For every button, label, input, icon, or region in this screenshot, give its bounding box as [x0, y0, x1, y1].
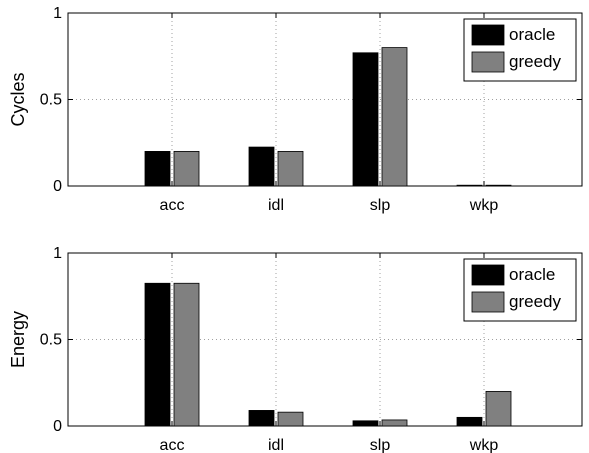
- bar-oracle-idl: [248, 410, 275, 427]
- legend-swatch-greedy: [471, 51, 505, 73]
- chart-panel-1: 0 0.5 1 acc idl slp wkp Cycles oracle greedy: [8, 5, 583, 214]
- legend-swatch-greedy: [471, 291, 505, 313]
- bar-greedy-acc: [173, 150, 200, 187]
- bar-greedy-acc: [173, 282, 200, 427]
- bar-greedy-slp: [381, 47, 408, 187]
- legend: oracle greedy: [463, 258, 577, 322]
- x-tick-label: acc: [160, 437, 185, 453]
- x-tick-label: idl: [268, 197, 284, 214]
- y-axis-label: Energy: [8, 311, 28, 368]
- bar-oracle-slp: [352, 52, 379, 187]
- bar-oracle-wkp: [456, 416, 483, 427]
- legend-label-greedy: greedy: [509, 52, 561, 71]
- x-tick-label: wkp: [469, 197, 499, 214]
- legend-label-oracle: oracle: [509, 265, 555, 284]
- x-tick-label: wkp: [469, 437, 499, 453]
- y-tick-label: 1: [53, 5, 62, 22]
- x-tick-label: idl: [268, 437, 284, 453]
- legend-swatch-oracle: [471, 264, 505, 286]
- y-tick-label: 0: [53, 178, 62, 195]
- bar-oracle-wkp: [456, 184, 483, 187]
- bar-greedy-wkp: [485, 184, 512, 187]
- y-tick-label: 0.5: [40, 332, 62, 349]
- bar-oracle-idl: [248, 146, 275, 187]
- y-tick-label: 0.5: [40, 92, 62, 109]
- legend-label-greedy: greedy: [509, 292, 561, 311]
- y-tick-label: 1: [53, 245, 62, 262]
- bar-oracle-acc: [144, 150, 171, 187]
- x-tick-label: acc: [160, 197, 185, 214]
- bar-greedy-idl: [277, 411, 304, 427]
- bar-greedy-wkp: [485, 390, 512, 427]
- legend-label-oracle: oracle: [509, 25, 555, 44]
- chart-panel-2: 0 0.5 1 acc idl slp wkp Energy oracle greedy: [8, 245, 583, 453]
- x-tick-label: slp: [370, 437, 391, 453]
- y-axis-label: Cycles: [8, 72, 28, 126]
- bar-greedy-idl: [277, 150, 304, 187]
- bar-oracle-acc: [144, 282, 171, 427]
- bar-oracle-slp: [352, 420, 379, 427]
- legend: oracle greedy: [463, 18, 577, 82]
- x-tick-label: slp: [370, 197, 391, 214]
- legend-swatch-oracle: [471, 24, 505, 46]
- y-tick-label: 0: [53, 418, 62, 435]
- bar-greedy-slp: [381, 419, 408, 427]
